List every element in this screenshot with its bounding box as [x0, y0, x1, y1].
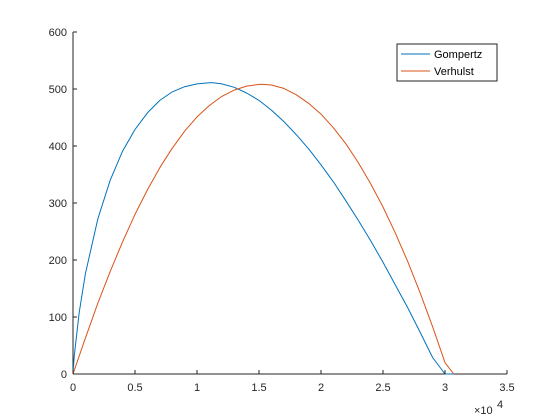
axes	[72, 32, 507, 375]
legend-label-verhulst: Verhulst	[434, 66, 474, 78]
legend: Gompertz Verhulst	[396, 43, 498, 82]
x-tick-label: 0	[70, 382, 76, 394]
legend-label-gompertz: Gompertz	[434, 49, 482, 61]
x-tick-label: 1	[194, 382, 200, 394]
y-tick-label: 0	[61, 369, 67, 381]
x-tick-label: 3	[442, 382, 448, 394]
x-tick-label: 2	[318, 382, 324, 394]
x-exponent-label: ×10	[474, 405, 493, 417]
y-tick-label: 600	[49, 27, 67, 39]
x-tick-label: 1.5	[251, 382, 266, 394]
x-tick-label: 2.5	[375, 382, 390, 394]
legend-box	[396, 43, 498, 82]
series-line-verhulst	[72, 83, 455, 375]
y-tick-label: 300	[49, 198, 67, 210]
y-tick-label: 400	[49, 141, 67, 153]
x-tick-label: 3.5	[499, 382, 514, 394]
x-tick-label: 0.5	[127, 382, 142, 394]
x-exponent-power: 4	[497, 399, 503, 411]
series-line-gompertz	[72, 82, 454, 375]
ticks-layer: 0 0.5 1 1.5 2 2.5 3 3.5 0 100 200 300 400 500 600 ×10 4	[49, 27, 515, 417]
y-tick-label: 500	[49, 84, 67, 96]
y-tick-label: 200	[49, 255, 67, 267]
y-tick-label: 100	[49, 312, 67, 324]
series-layer	[72, 82, 455, 375]
